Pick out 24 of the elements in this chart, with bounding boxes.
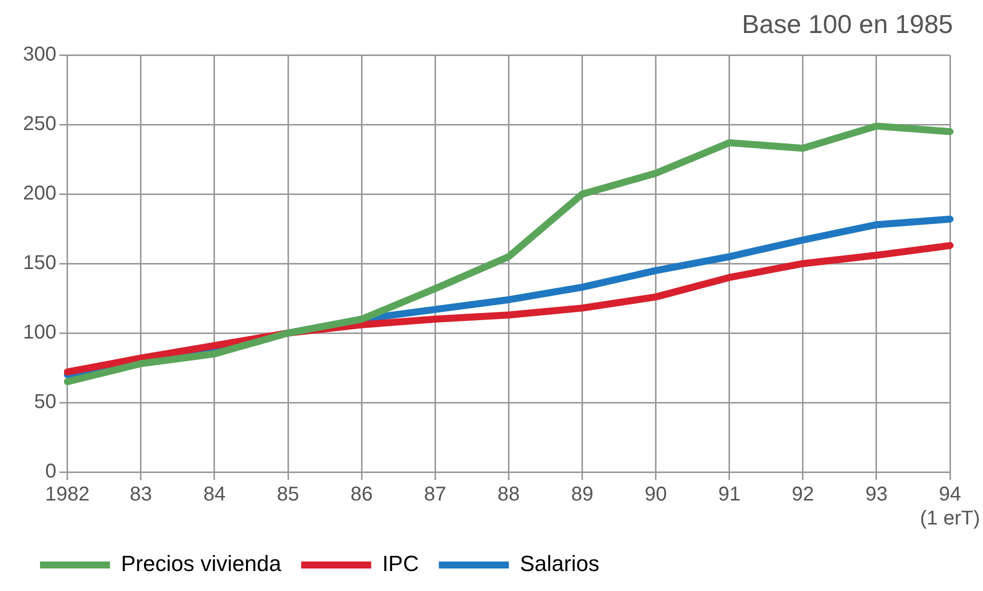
x-tick-label: 91 [718, 484, 740, 506]
x-tick-label: 90 [644, 484, 667, 506]
x-tick-label: 1982 [45, 484, 90, 506]
y-tick-label: 200 [22, 182, 56, 205]
x-tick-label: 93 [865, 484, 888, 506]
chart-title: Base 100 en 1985 [742, 8, 953, 39]
x-tick-label: 84 [203, 484, 226, 506]
x-tick-label: 86 [350, 484, 373, 506]
x-tick-label: 85 [276, 484, 300, 506]
x-tick-label: 88 [498, 484, 520, 506]
x-tick-label: 89 [571, 484, 594, 506]
x-tick-label: 94 (1 erT) [920, 484, 980, 530]
y-tick-label: 100 [22, 322, 56, 344]
legend-label: Salarios [520, 551, 600, 576]
x-tick-label: 92 [792, 484, 814, 506]
x-tick-label: 87 [424, 484, 446, 506]
legend-label: IPC [382, 551, 419, 576]
y-tick-label: 50 [34, 391, 56, 414]
x-tick-label: 83 [130, 484, 152, 506]
y-tick-label: 150 [22, 252, 56, 274]
legend-label: Precios vivienda [121, 551, 282, 576]
y-tick-label: 250 [22, 113, 56, 136]
y-tick-label: 300 [22, 44, 56, 66]
y-tick-label: 0 [45, 460, 56, 483]
